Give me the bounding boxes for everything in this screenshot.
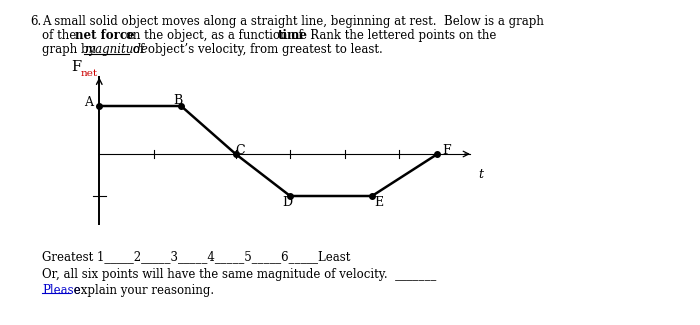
Text: magnitude: magnitude (85, 43, 148, 56)
Text: on the object, as a function of: on the object, as a function of (122, 29, 307, 42)
Text: net: net (80, 69, 97, 78)
Text: net force: net force (75, 29, 134, 42)
Text: A: A (84, 96, 93, 109)
Text: Please: Please (42, 284, 80, 297)
Text: D: D (282, 196, 293, 209)
Text: C: C (235, 144, 244, 157)
Text: Greatest 1_____2_____3_____4_____5_____6_____Least: Greatest 1_____2_____3_____4_____5_____6… (42, 250, 351, 263)
Text: time: time (278, 29, 308, 42)
Text: 6.: 6. (30, 15, 41, 28)
Text: B: B (174, 94, 183, 107)
Text: .  Rank the lettered points on the: . Rank the lettered points on the (299, 29, 496, 42)
Text: F: F (442, 144, 451, 157)
Text: F: F (71, 60, 81, 74)
Text: of object’s velocity, from greatest to least.: of object’s velocity, from greatest to l… (129, 43, 382, 56)
Text: explain your reasoning.: explain your reasoning. (70, 284, 214, 297)
Text: E: E (374, 196, 384, 209)
Text: of the: of the (42, 29, 80, 42)
Text: t: t (478, 168, 484, 181)
Text: A small solid object moves along a straight line, beginning at rest.  Below is a: A small solid object moves along a strai… (42, 15, 544, 28)
Text: graph by: graph by (42, 43, 99, 56)
Text: Or, all six points will have the same magnitude of velocity.  _______: Or, all six points will have the same ma… (42, 268, 436, 281)
